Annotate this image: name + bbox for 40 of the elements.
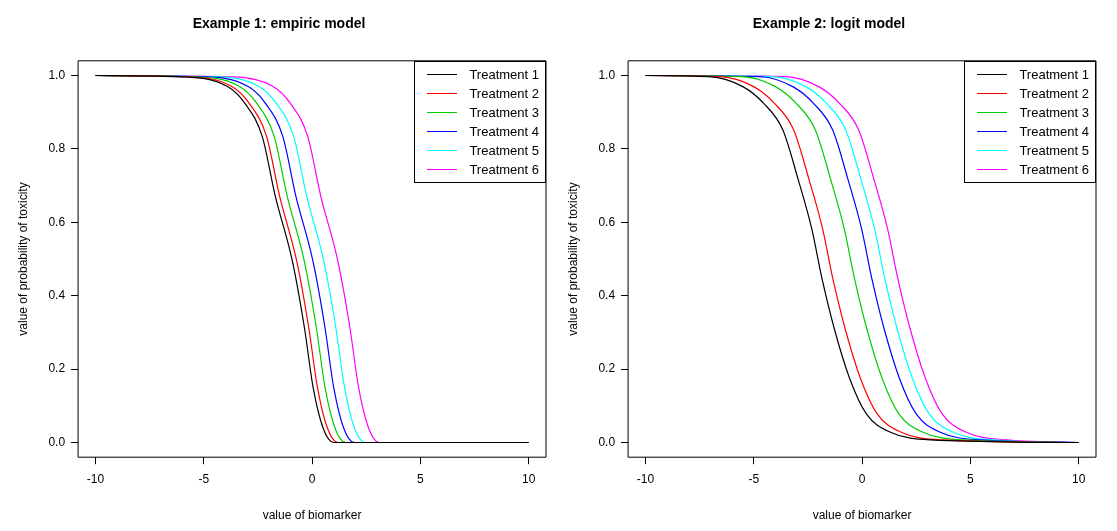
legend-label: Treatment 3 <box>469 103 539 122</box>
x-tick-label: 0 <box>308 471 316 486</box>
x-axis-title: value of biomarker <box>262 508 362 523</box>
legend-label: Treatment 4 <box>469 122 539 141</box>
y-tick-label: 0.8 <box>598 141 616 156</box>
x-tick-label: 10 <box>1071 471 1086 486</box>
y-tick-label: 1.0 <box>48 67 66 82</box>
legend-label: Treatment 5 <box>1019 141 1089 160</box>
x-tick-label: -10 <box>636 471 655 486</box>
y-tick-label: 0.0 <box>48 434 66 449</box>
y-tick-label: 0.2 <box>598 361 616 376</box>
x-tick-label: -10 <box>86 471 105 486</box>
legend-label: Treatment 1 <box>1019 65 1089 84</box>
legend-label: Treatment 5 <box>469 141 539 160</box>
legend-label: Treatment 4 <box>1019 122 1089 141</box>
y-tick-label: 1.0 <box>598 67 616 82</box>
x-tick-label: 0 <box>858 471 866 486</box>
y-tick-label: 0.2 <box>48 361 66 376</box>
legend-label: Treatment 3 <box>1019 103 1089 122</box>
x-tick-label: 5 <box>417 471 425 486</box>
legend-label: Treatment 1 <box>469 65 539 84</box>
y-tick-label: 0.6 <box>598 214 616 229</box>
chart-title: Example 1: empiric model <box>192 15 366 32</box>
chart-title: Example 2: logit model <box>752 15 906 32</box>
x-tick-label: 5 <box>967 471 975 486</box>
x-tick-label: 10 <box>521 471 536 486</box>
y-tick-label: 0.4 <box>598 288 616 303</box>
legend-label: Treatment 6 <box>1019 160 1089 179</box>
legend-label: Treatment 6 <box>469 160 539 179</box>
y-tick-label: 0.6 <box>48 214 66 229</box>
x-tick-label: -5 <box>748 471 760 486</box>
legend-label: Treatment 2 <box>1019 84 1089 103</box>
y-axis-title: value of probability of toxicity <box>15 182 30 336</box>
y-axis-title: value of probability of toxicity <box>565 182 580 336</box>
x-tick-label: -5 <box>198 471 210 486</box>
y-tick-label: 0.0 <box>598 434 616 449</box>
x-axis-title: value of biomarker <box>812 508 912 523</box>
y-tick-label: 0.4 <box>48 288 66 303</box>
y-tick-label: 0.8 <box>48 141 66 156</box>
legend-label: Treatment 2 <box>469 84 539 103</box>
